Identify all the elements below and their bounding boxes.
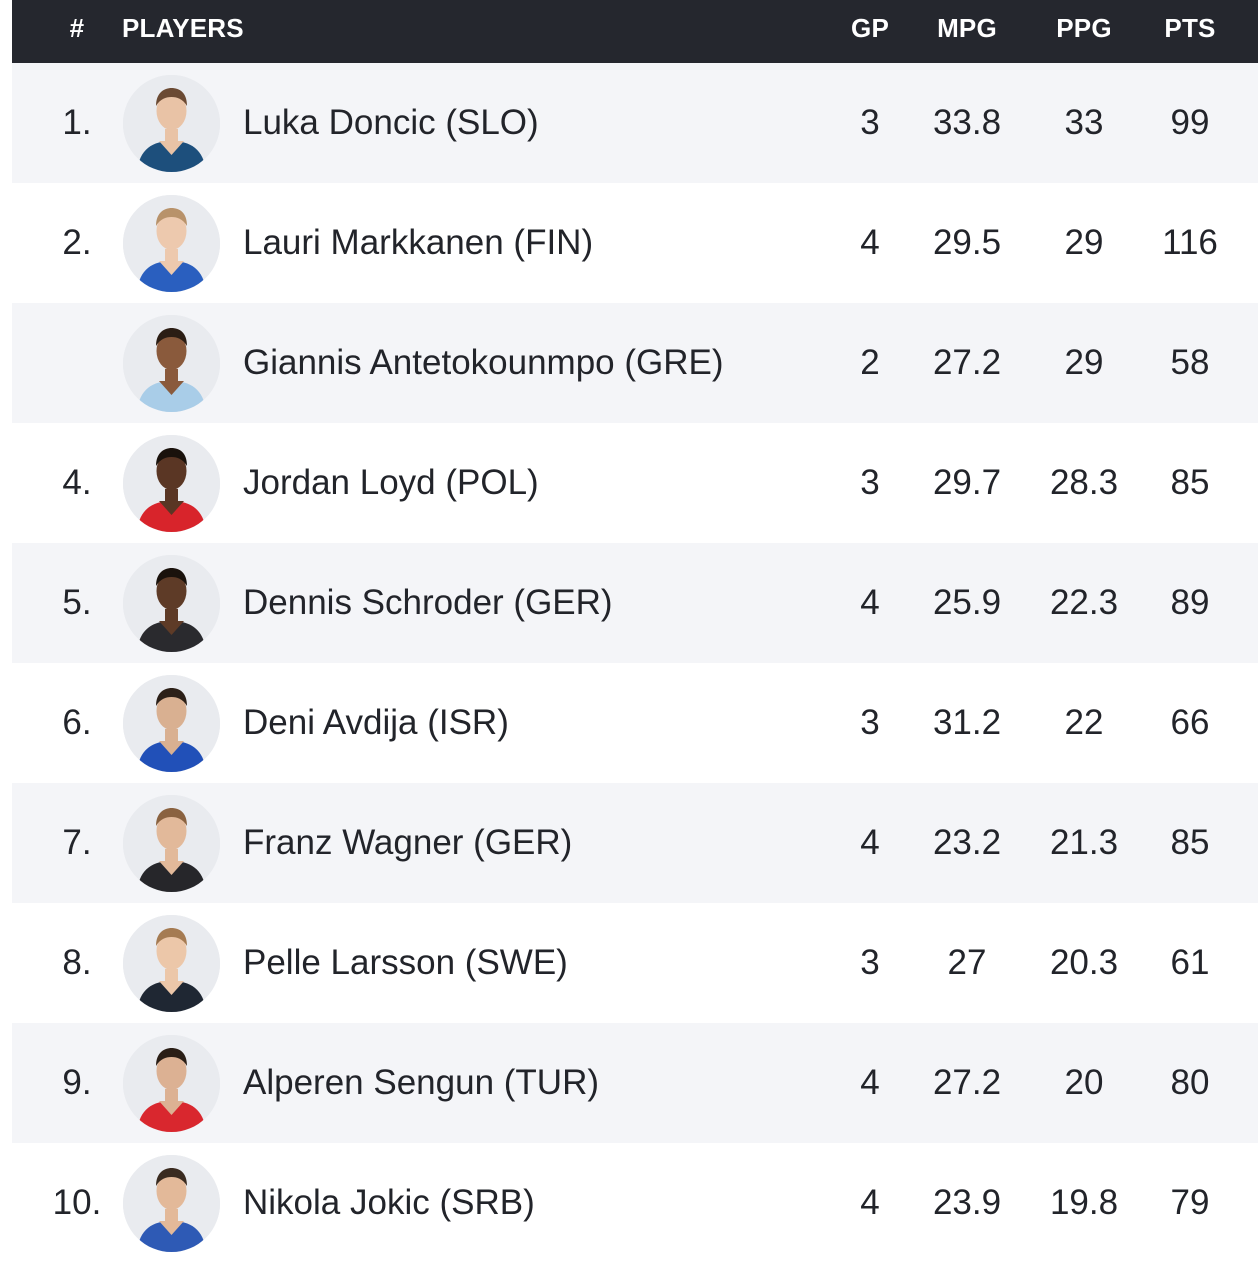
- player-name[interactable]: Jordan Loyd (POL): [243, 463, 539, 502]
- stat-ppg: 29: [1064, 343, 1104, 382]
- player-portrait-icon: [123, 1155, 220, 1252]
- stat-mpg: 31.2: [932, 703, 1002, 742]
- stat-mpg: 27: [947, 943, 987, 982]
- stat-pts: 89: [1170, 583, 1210, 622]
- stat-ppg: 20: [1064, 1063, 1104, 1102]
- stat-pts: 80: [1170, 1063, 1210, 1102]
- player-portrait-icon: [123, 195, 220, 292]
- player-name[interactable]: Deni Avdija (ISR): [243, 703, 509, 742]
- stat-pts: 116: [1162, 223, 1218, 262]
- player-name[interactable]: Dennis Schroder (GER): [243, 583, 613, 622]
- table-row[interactable]: 2. Lauri Markkanen (FIN) 4 29.5 29 116: [12, 183, 1258, 303]
- table-row[interactable]: 6. Deni Avdija (ISR) 3 31.2 22 66: [12, 663, 1258, 783]
- stat-mpg: 29.5: [932, 223, 1002, 262]
- player-portrait-icon: [123, 435, 220, 532]
- player-name[interactable]: Pelle Larsson (SWE): [243, 943, 568, 982]
- stat-pts: 58: [1170, 343, 1210, 382]
- player-portrait-icon: [123, 675, 220, 772]
- table-row[interactable]: 7. Franz Wagner (GER) 4 23.2 21.3 85: [12, 783, 1258, 903]
- stat-pts: 61: [1170, 943, 1210, 982]
- table-row[interactable]: 4. Jordan Loyd (POL) 3 29.7 28.3 85: [12, 423, 1258, 543]
- rank-number: 6.: [62, 703, 92, 742]
- header-players: PLAYERS: [122, 13, 244, 43]
- stat-gp: 3: [860, 943, 880, 982]
- header-mpg: MPG: [937, 13, 997, 43]
- stat-mpg: 23.9: [932, 1183, 1002, 1222]
- stat-mpg: 29.7: [932, 463, 1002, 502]
- player-avatar: [123, 675, 220, 772]
- stat-gp: 3: [860, 703, 880, 742]
- player-portrait-icon: [123, 1035, 220, 1132]
- player-avatar: [123, 795, 220, 892]
- stat-ppg: 21.3: [1049, 823, 1119, 862]
- player-name[interactable]: Lauri Markkanen (FIN): [243, 223, 594, 262]
- rank-number: 5.: [62, 583, 92, 622]
- player-avatar: [123, 195, 220, 292]
- table-row[interactable]: 10. Nikola Jokic (SRB) 4 23.9 19.8 79: [12, 1143, 1258, 1263]
- stat-ppg: 22: [1064, 703, 1104, 742]
- player-avatar: [123, 915, 220, 1012]
- table-row[interactable]: 9. Alperen Sengun (TUR) 4 27.2 20 80: [12, 1023, 1258, 1143]
- stat-pts: 79: [1170, 1183, 1210, 1222]
- player-name[interactable]: Giannis Antetokounmpo (GRE): [243, 343, 724, 382]
- player-name[interactable]: Luka Doncic (SLO): [243, 103, 539, 142]
- player-name[interactable]: Nikola Jokic (SRB): [243, 1183, 535, 1222]
- table-body: 1. Luka Doncic (SLO) 3 33.8 33 99 2. Lauri Mark…: [12, 63, 1258, 1263]
- stat-ppg: 28.3: [1049, 463, 1119, 502]
- stat-mpg: 25.9: [932, 583, 1002, 622]
- stat-ppg: 33: [1064, 103, 1104, 142]
- table-row[interactable]: 8. Pelle Larsson (SWE) 3 27 20.3 61: [12, 903, 1258, 1023]
- player-avatar: [123, 315, 220, 412]
- stat-gp: 2: [860, 343, 880, 382]
- player-avatar: [123, 435, 220, 532]
- stat-gp: 4: [860, 223, 880, 262]
- player-portrait-icon: [123, 75, 220, 172]
- stat-gp: 4: [860, 583, 880, 622]
- player-avatar: [123, 1035, 220, 1132]
- stat-mpg: 23.2: [932, 823, 1002, 862]
- player-portrait-icon: [123, 915, 220, 1012]
- player-name[interactable]: Franz Wagner (GER): [243, 823, 573, 862]
- stat-ppg: 20.3: [1049, 943, 1119, 982]
- stat-gp: 4: [860, 1063, 880, 1102]
- rank-number: 1.: [62, 103, 92, 142]
- rank-number: 10.: [52, 1183, 102, 1222]
- header-gp: GP: [851, 13, 889, 43]
- rank-number: 8.: [62, 943, 92, 982]
- header-rank: #: [69, 13, 85, 43]
- rank-number: 2.: [62, 223, 92, 262]
- player-portrait-icon: [123, 315, 220, 412]
- player-name[interactable]: Alperen Sengun (TUR): [243, 1063, 599, 1102]
- table-row[interactable]: 5. Dennis Schroder (GER) 4 25.9 22.3 89: [12, 543, 1258, 663]
- stat-gp: 3: [860, 463, 880, 502]
- rank-number: 7.: [62, 823, 92, 862]
- stat-pts: 85: [1170, 823, 1210, 862]
- player-avatar: [123, 75, 220, 172]
- stat-mpg: 27.2: [932, 1063, 1002, 1102]
- rank-number: 9.: [62, 1063, 92, 1102]
- stat-ppg: 29: [1064, 223, 1104, 262]
- stat-gp: 4: [860, 823, 880, 862]
- table-header: # PLAYERS GP MPG PPG PTS: [12, 0, 1258, 63]
- stat-gp: 4: [860, 1183, 880, 1222]
- player-portrait-icon: [123, 555, 220, 652]
- stat-ppg: 22.3: [1049, 583, 1119, 622]
- rank-number: 4.: [62, 463, 92, 502]
- stat-mpg: 27.2: [932, 343, 1002, 382]
- stat-pts: 99: [1170, 103, 1210, 142]
- stat-ppg: 19.8: [1049, 1183, 1119, 1222]
- header-ppg: PPG: [1056, 13, 1112, 43]
- table-row[interactable]: Giannis Antetokounmpo (GRE) 2 27.2 29 58: [12, 303, 1258, 423]
- stat-mpg: 33.8: [932, 103, 1002, 142]
- stats-table: # PLAYERS GP MPG PPG PTS 1. Luka Doncic (…: [12, 0, 1258, 1263]
- player-portrait-icon: [123, 795, 220, 892]
- stat-gp: 3: [860, 103, 880, 142]
- table-row[interactable]: 1. Luka Doncic (SLO) 3 33.8 33 99: [12, 63, 1258, 183]
- header-pts: PTS: [1164, 13, 1216, 43]
- stat-pts: 85: [1170, 463, 1210, 502]
- player-avatar: [123, 1155, 220, 1252]
- stat-pts: 66: [1170, 703, 1210, 742]
- player-avatar: [123, 555, 220, 652]
